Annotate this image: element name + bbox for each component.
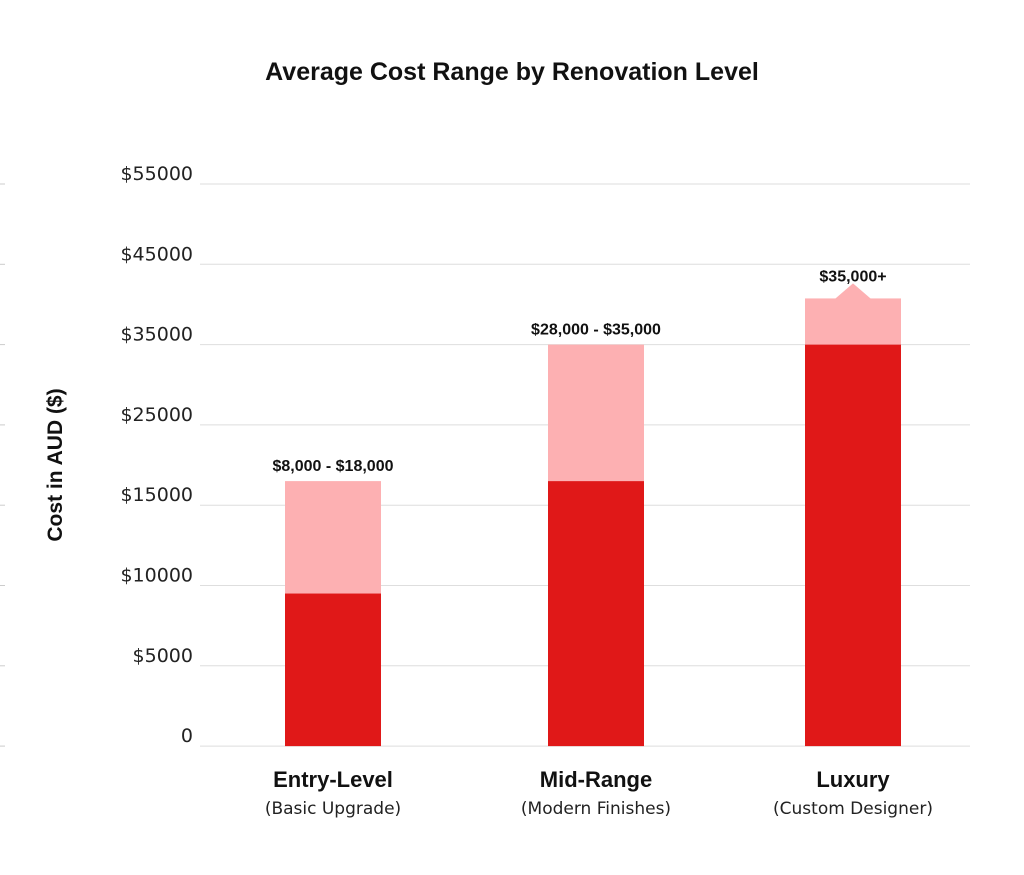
y-tick-label: $5000 <box>133 645 193 667</box>
bar-upper-range <box>548 344 644 482</box>
data-label: $35,000+ <box>819 268 886 285</box>
chart-title: Average Cost Range by Renovation Level <box>265 58 759 86</box>
y-tick-label: $25000 <box>120 404 193 426</box>
x-category-subtitle: (Basic Upgrade) <box>265 799 401 819</box>
data-label: $8,000 - $18,000 <box>273 458 394 475</box>
y-tick-label: $45000 <box>120 243 193 265</box>
x-category-label: Entry-Level <box>273 767 393 792</box>
y-tick-label: $15000 <box>120 484 193 506</box>
x-category-subtitle: (Custom Designer) <box>773 799 933 819</box>
x-category-label: Mid-Range <box>540 767 652 792</box>
bar-base <box>285 593 381 747</box>
y-tick-label: 0 <box>181 725 193 747</box>
data-label: $28,000 - $35,000 <box>531 322 661 339</box>
y-tick-label: $55000 <box>120 163 193 185</box>
bar-upper-range <box>285 481 381 594</box>
y-axis-label: Cost in AUD ($) <box>44 388 67 541</box>
y-tick-label: $35000 <box>120 324 193 346</box>
x-category-label: Luxury <box>816 767 890 792</box>
bar-arrow-marker <box>835 283 871 299</box>
x-category-subtitle: (Modern Finishes) <box>521 799 671 819</box>
bar-base <box>548 481 644 747</box>
bar-upper-range <box>805 298 901 345</box>
bar-base <box>805 344 901 747</box>
y-tick-label: $10000 <box>120 565 193 587</box>
